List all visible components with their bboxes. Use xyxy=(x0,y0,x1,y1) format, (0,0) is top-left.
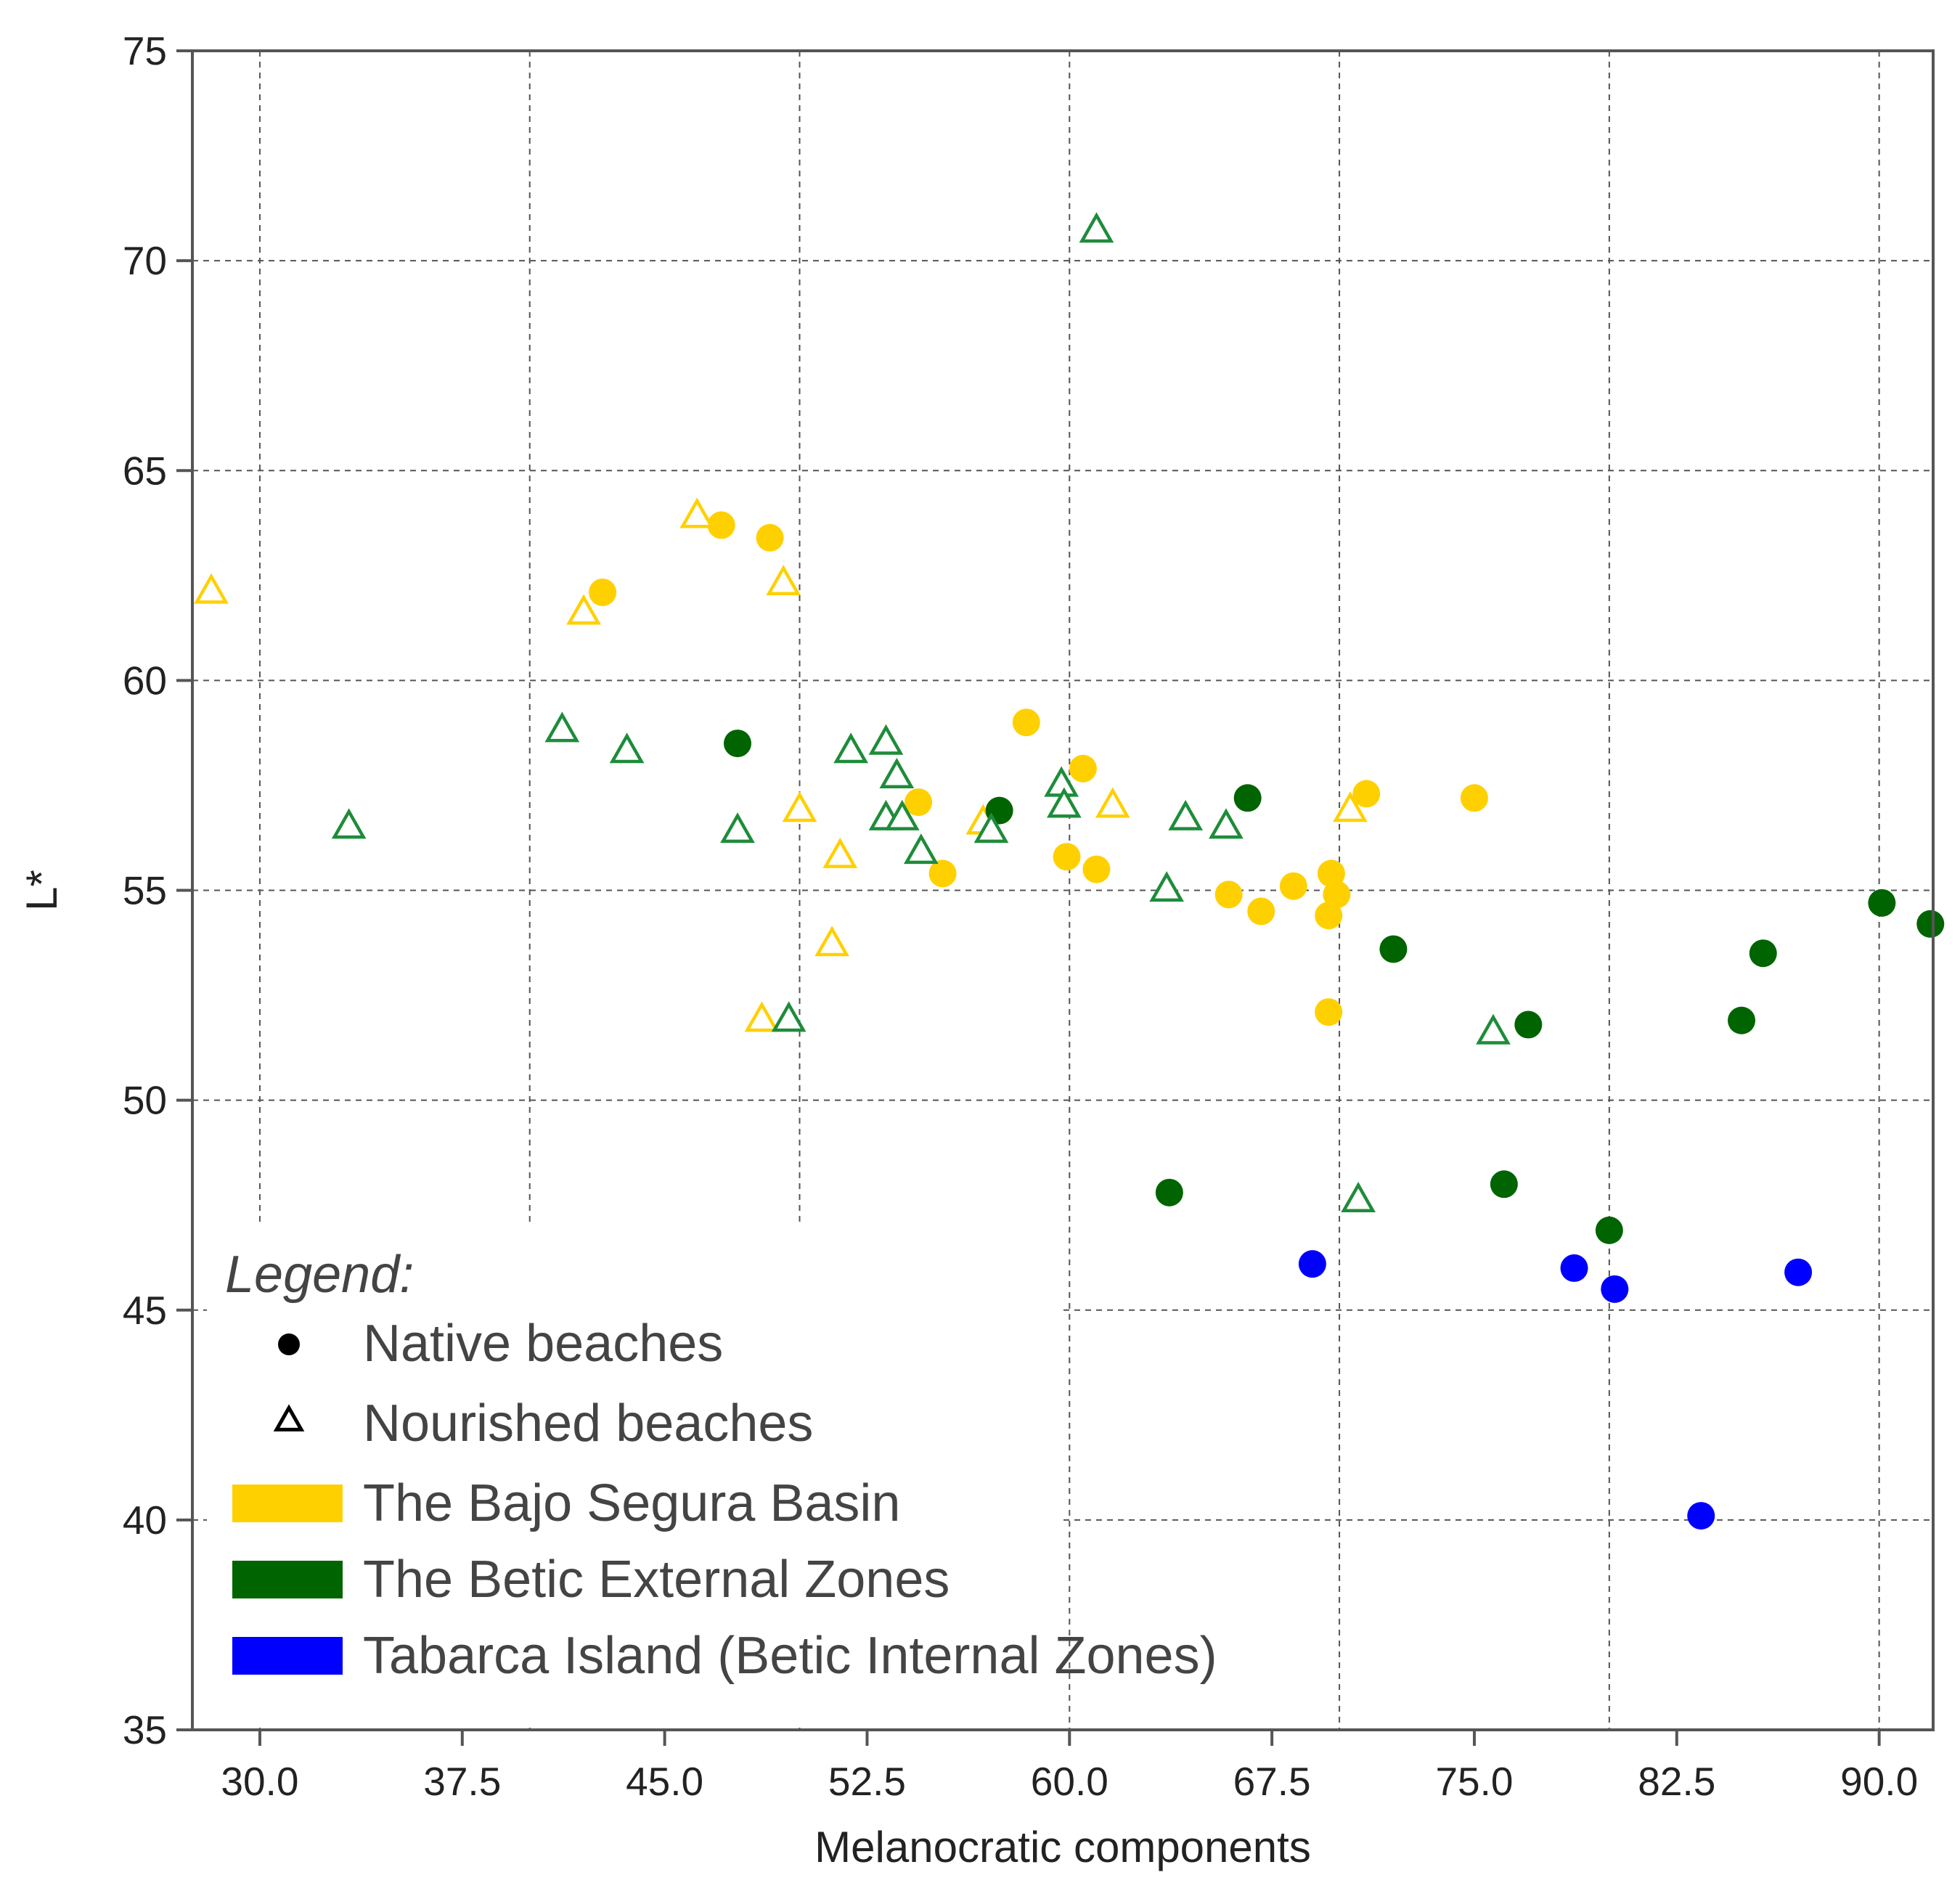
data-point-nourished xyxy=(766,564,801,596)
data-point-nourished xyxy=(879,757,915,788)
data-point-native xyxy=(707,511,735,539)
data-point-nourished xyxy=(903,833,939,865)
legend-item-label: Tabarca Island (Betic Internal Zones) xyxy=(363,1627,1217,1685)
legend-color-swatch xyxy=(232,1637,343,1675)
legend-nourished-icon xyxy=(273,1404,305,1431)
data-point-native xyxy=(1749,939,1777,968)
data-point-native xyxy=(756,523,784,552)
data-point-nourished xyxy=(782,791,817,822)
data-point-native xyxy=(1490,1170,1518,1198)
legend-color-swatch xyxy=(232,1484,343,1522)
x-tick-label: 75.0 xyxy=(1435,1759,1513,1804)
data-point-native xyxy=(1315,998,1343,1026)
data-point-native xyxy=(1379,935,1408,963)
x-tick-label: 45.0 xyxy=(626,1759,703,1804)
data-point-nourished xyxy=(331,808,367,839)
data-point-native xyxy=(1012,708,1040,737)
data-point-nourished xyxy=(1476,1013,1511,1045)
data-point-native xyxy=(1595,1216,1623,1244)
legend-item-label: Native beaches xyxy=(363,1315,723,1373)
legend: Legend: Native beaches Nourished beaches T… xyxy=(225,1246,1217,1685)
data-point-native xyxy=(1352,780,1381,808)
data-point-nourished xyxy=(720,812,755,844)
data-point-native xyxy=(1514,1010,1543,1039)
data-point-native xyxy=(1601,1275,1629,1303)
data-point-native xyxy=(589,578,617,606)
x-tick-label: 52.5 xyxy=(828,1759,906,1804)
x-tick-label: 60.0 xyxy=(1031,1759,1108,1804)
data-point-native xyxy=(1214,881,1243,909)
data-point-nourished xyxy=(868,724,904,755)
data-point-native xyxy=(1317,859,1345,888)
y-tick-label: 75 xyxy=(123,28,167,73)
data-point-nourished xyxy=(544,711,580,743)
data-point-nourished xyxy=(771,1001,807,1032)
data-point-native xyxy=(928,859,957,888)
y-tick-label: 60 xyxy=(123,658,167,703)
data-point-native xyxy=(1687,1502,1715,1530)
data-points xyxy=(194,212,1945,1530)
data-point-native xyxy=(1082,855,1111,883)
axes: 35 40 45 50 55 60 65 70 75 30.0 37.5 45.0 52.5 60.0 67… xyxy=(123,28,1918,1804)
legend-background xyxy=(207,1227,1063,1728)
data-point-native xyxy=(1315,902,1343,930)
legend-item-label: Nourished beaches xyxy=(363,1394,813,1453)
x-tick-label: 82.5 xyxy=(1638,1759,1715,1804)
data-point-native xyxy=(1247,897,1275,926)
data-point-nourished xyxy=(814,926,849,957)
legend-color-swatch xyxy=(232,1561,343,1598)
legend-title: Legend: xyxy=(225,1246,414,1304)
data-point-nourished xyxy=(1095,787,1130,818)
data-point-native xyxy=(1916,910,1945,938)
x-tick-label: 30.0 xyxy=(221,1759,298,1804)
data-point-nourished xyxy=(679,497,715,528)
data-point-native xyxy=(1560,1254,1588,1282)
x-tick-label: 37.5 xyxy=(423,1759,501,1804)
data-point-nourished xyxy=(833,732,869,764)
legend-item-label: The Betic External Zones xyxy=(363,1551,950,1609)
y-tick-label: 55 xyxy=(123,868,167,913)
legend-native-icon xyxy=(278,1333,300,1355)
y-tick-label: 50 xyxy=(123,1078,167,1123)
data-point-nourished xyxy=(1209,808,1244,839)
data-point-native xyxy=(1784,1258,1813,1286)
data-point-native xyxy=(1155,1178,1183,1206)
data-point-nourished xyxy=(194,573,229,604)
data-point-native xyxy=(1233,784,1262,812)
data-point-nourished xyxy=(822,837,858,868)
data-point-nourished xyxy=(1149,871,1185,902)
y-tick-label: 40 xyxy=(123,1498,167,1543)
data-point-native xyxy=(905,788,933,817)
legend-box xyxy=(207,1227,1063,1728)
x-tick-label: 67.5 xyxy=(1233,1759,1311,1804)
y-tick-label: 70 xyxy=(123,238,167,283)
data-point-nourished xyxy=(1341,1182,1376,1213)
y-tick-label: 45 xyxy=(123,1288,167,1333)
data-point-nourished xyxy=(566,594,601,625)
y-tick-label: 35 xyxy=(123,1707,167,1752)
data-point-nourished xyxy=(744,1001,780,1032)
data-point-native xyxy=(724,730,752,758)
data-point-nourished xyxy=(609,732,645,764)
y-axis-title: L* xyxy=(17,870,66,911)
data-point-native xyxy=(1298,1250,1326,1278)
data-point-nourished xyxy=(1079,212,1114,243)
data-point-native xyxy=(1279,872,1307,900)
data-point-native xyxy=(1323,881,1351,909)
x-tick-label: 90.0 xyxy=(1840,1759,1918,1804)
data-point-nourished xyxy=(1168,799,1204,830)
legend-item-label: The Bajo Segura Basin xyxy=(363,1474,900,1532)
data-point-native xyxy=(1728,1006,1756,1034)
data-point-native xyxy=(1053,843,1081,871)
data-point-nourished xyxy=(1333,791,1368,822)
y-tick-label: 65 xyxy=(123,448,167,493)
data-point-native xyxy=(1460,784,1488,812)
x-axis-title: Melanocratic components xyxy=(814,1823,1311,1871)
data-point-native xyxy=(1069,754,1097,783)
data-point-nourished xyxy=(1046,787,1082,818)
data-point-nourished xyxy=(973,812,1009,844)
data-point-native xyxy=(1868,889,1896,917)
data-point-nourished xyxy=(884,799,920,830)
